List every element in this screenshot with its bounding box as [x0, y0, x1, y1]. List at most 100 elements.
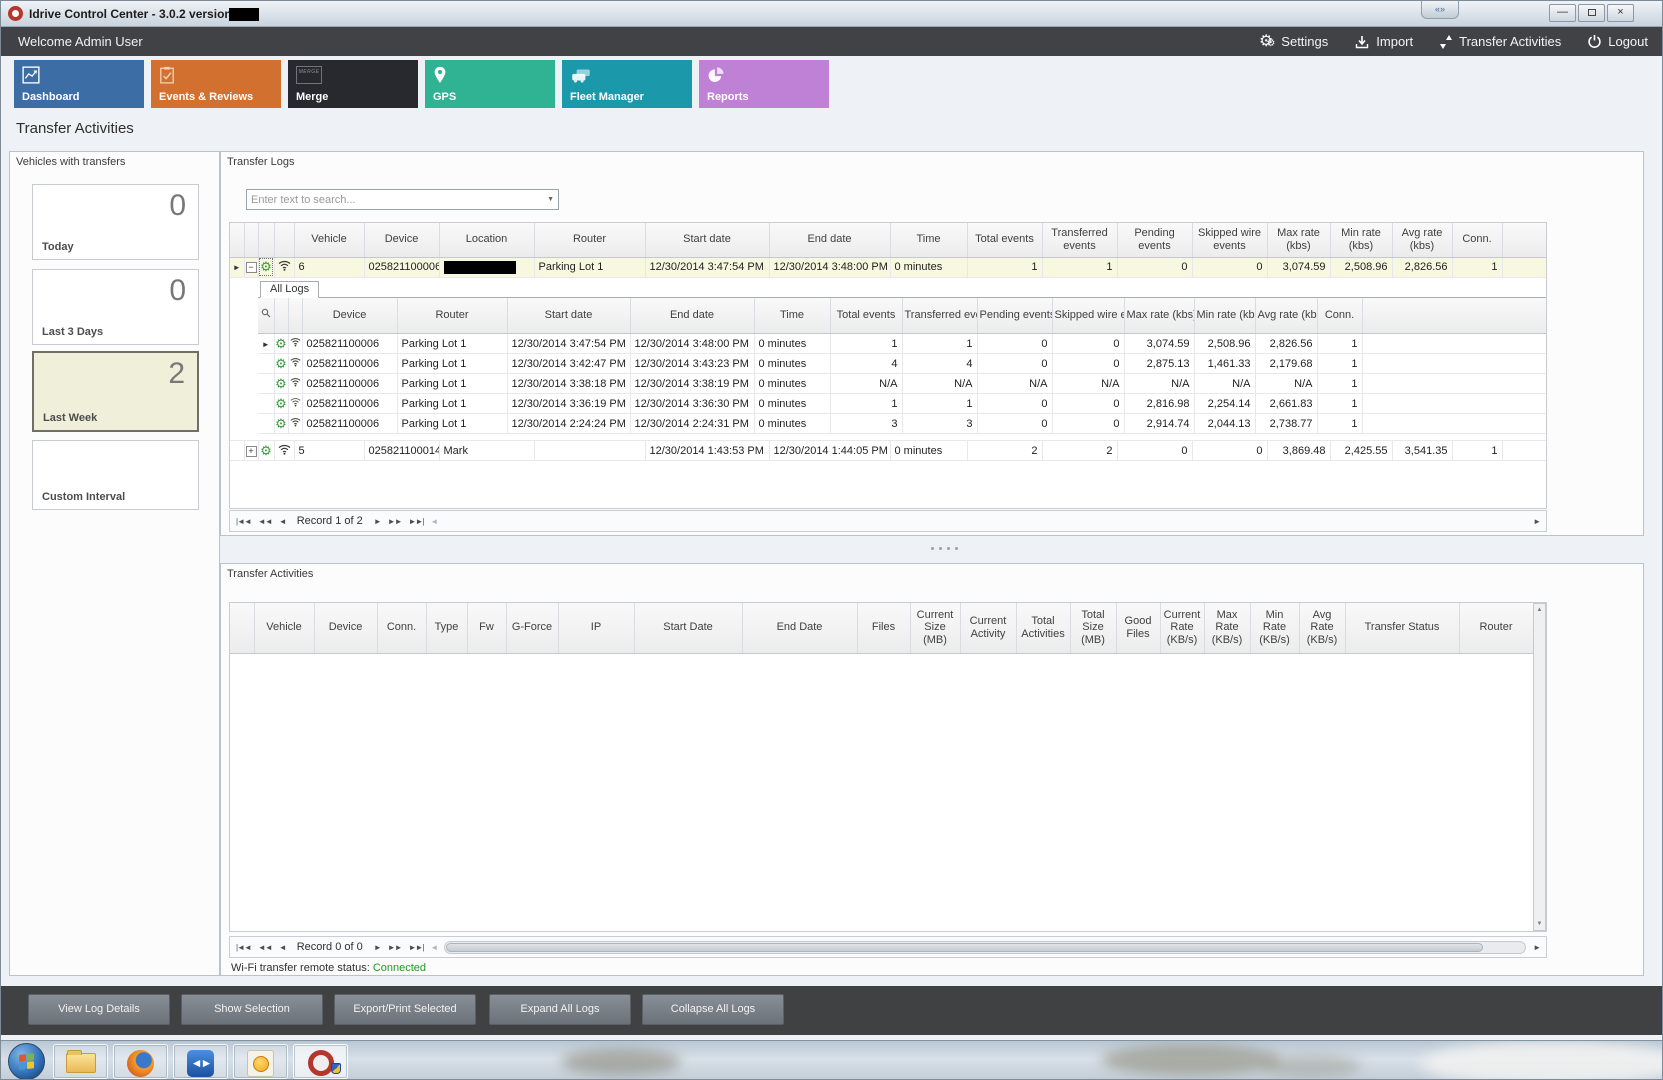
log-row-2[interactable]: + ⚙ 5 025821100014 Mark 12/30/2014 1:43:…: [230, 440, 1546, 461]
tab-gps[interactable]: GPS: [425, 60, 555, 108]
cell-total[interactable]: 3: [830, 413, 903, 434]
col-avg-rate[interactable]: Avg Rate (KB/s): [1299, 603, 1346, 654]
cell-device[interactable]: 025821100006: [302, 353, 398, 374]
detail-log-row[interactable]: ⚙ 025821100006 Parking Lot 1 12/30/2014 …: [258, 373, 1546, 394]
collapse-row-button[interactable]: −: [244, 257, 259, 278]
cell-pending[interactable]: 0: [977, 353, 1053, 374]
cell-min[interactable]: 2,425.55: [1330, 440, 1393, 461]
scroll-right-icon[interactable]: ►: [1533, 516, 1541, 526]
nav-last-icon[interactable]: ►►|: [408, 942, 425, 952]
detail-col-transferred[interactable]: Transferred events: [902, 297, 978, 334]
nav-prev-icon[interactable]: ◄: [278, 942, 287, 952]
cell-start[interactable]: 12/30/2014 2:24:24 PM: [507, 413, 631, 434]
cell-start[interactable]: 12/30/2014 3:36:19 PM: [507, 393, 631, 414]
cell-total[interactable]: 2: [967, 440, 1043, 461]
col-total-events[interactable]: Total events: [967, 223, 1043, 258]
col-gforce[interactable]: G-Force: [506, 603, 559, 654]
nav-prev-page-icon[interactable]: ◄◄: [257, 516, 273, 526]
cell-vehicle[interactable]: 6: [294, 257, 365, 278]
col-current-rate[interactable]: Current Rate (KB/s): [1160, 603, 1205, 654]
cell-avg[interactable]: 2,826.56: [1392, 257, 1453, 278]
activities-vertical-scrollbar[interactable]: ▲ ▼: [1533, 603, 1546, 931]
show-selection-button[interactable]: Show Selection: [181, 994, 323, 1025]
cell-conn[interactable]: 1: [1317, 413, 1363, 434]
nav-next-icon[interactable]: ►: [373, 942, 382, 952]
cell-time[interactable]: 0 minutes: [754, 413, 831, 434]
cell-total[interactable]: N/A: [830, 373, 903, 394]
tab-merge[interactable]: MERGE Merge: [288, 60, 418, 108]
cell-conn[interactable]: 1: [1317, 393, 1363, 414]
cell-min[interactable]: 2,508.96: [1194, 333, 1256, 354]
col-ip[interactable]: IP: [558, 603, 635, 654]
cell-router[interactable]: Parking Lot 1: [397, 353, 508, 374]
col-end-date[interactable]: End Date: [742, 603, 858, 654]
cell-device[interactable]: 025821100006: [302, 333, 398, 354]
cell-transferred[interactable]: 1: [902, 393, 978, 414]
detail-col-router[interactable]: Router: [397, 297, 508, 334]
nav-last-icon[interactable]: ►►|: [408, 516, 425, 526]
cell-conn[interactable]: 1: [1317, 373, 1363, 394]
import-button[interactable]: Import: [1354, 34, 1413, 50]
card-today[interactable]: 0 Today: [32, 184, 199, 260]
tab-reports[interactable]: Reports: [699, 60, 829, 108]
col-vehicle[interactable]: Vehicle: [294, 223, 365, 258]
taskbar-firefox[interactable]: [113, 1044, 168, 1079]
scroll-right-icon[interactable]: ►: [1533, 942, 1541, 952]
detail-col-skipped[interactable]: Skipped wire events: [1052, 297, 1125, 334]
cell-device[interactable]: 025821100006: [302, 413, 398, 434]
col-transfer-status[interactable]: Transfer Status: [1345, 603, 1460, 654]
col-location[interactable]: Location: [439, 223, 535, 258]
cell-max[interactable]: 3,074.59: [1267, 257, 1331, 278]
card-custom-interval[interactable]: Custom Interval: [32, 440, 199, 510]
detail-log-row[interactable]: ⚙ 025821100006 Parking Lot 1 12/30/2014 …: [258, 413, 1546, 434]
cell-conn[interactable]: 1: [1317, 353, 1363, 374]
col-time[interactable]: Time: [890, 223, 968, 258]
col-device[interactable]: Device: [314, 603, 378, 654]
cell-router[interactable]: Parking Lot 1: [397, 373, 508, 394]
detail-log-row[interactable]: ⚙ 025821100006 Parking Lot 1 12/30/2014 …: [258, 353, 1546, 374]
cell-pending[interactable]: 0: [1117, 257, 1193, 278]
cell-max[interactable]: 2,914.74: [1124, 413, 1195, 434]
col-min-rate[interactable]: Min Rate (KB/s): [1250, 603, 1300, 654]
horizontal-scrollbar-thumb[interactable]: [446, 942, 1483, 952]
col-conn[interactable]: Conn.: [377, 603, 427, 654]
nav-next-icon[interactable]: ►: [373, 516, 382, 526]
cell-transferred[interactable]: 1: [902, 333, 978, 354]
detail-search-icon[interactable]: [258, 297, 275, 334]
cell-end[interactable]: 12/30/2014 3:48:00 PM: [769, 257, 891, 278]
cell-skipped[interactable]: 0: [1052, 413, 1125, 434]
transfer-activities-button[interactable]: Transfer Activities: [1439, 34, 1561, 50]
cell-pending[interactable]: 0: [977, 393, 1053, 414]
nav-next-page-icon[interactable]: ►►: [387, 516, 403, 526]
panel-splitter[interactable]: [220, 541, 1644, 555]
nav-prev-page-icon[interactable]: ◄◄: [257, 942, 273, 952]
cell-start[interactable]: 12/30/2014 3:42:47 PM: [507, 353, 631, 374]
col-max-rate[interactable]: Max rate (kbs): [1267, 223, 1331, 258]
cell-location[interactable]: [439, 257, 535, 278]
nav-next-page-icon[interactable]: ►►: [387, 942, 403, 952]
nav-first-icon[interactable]: |◄◄: [236, 516, 252, 526]
detail-col-min[interactable]: Min rate (kbs): [1194, 297, 1256, 334]
cell-transferred[interactable]: 4: [902, 353, 978, 374]
cell-router[interactable]: Parking Lot 1: [397, 393, 508, 414]
gear-icon[interactable]: ⚙: [274, 353, 289, 374]
search-input[interactable]: [247, 190, 539, 209]
col-router[interactable]: Router: [534, 223, 646, 258]
cell-end[interactable]: 12/30/2014 3:43:23 PM: [630, 353, 755, 374]
col-good-files[interactable]: Good Files: [1116, 603, 1161, 654]
cell-avg[interactable]: 2,661.83: [1255, 393, 1318, 414]
cell-device[interactable]: 025821100006: [302, 393, 398, 414]
col-min-rate[interactable]: Min rate (kbs): [1330, 223, 1393, 258]
cell-device[interactable]: 025821100014: [364, 440, 440, 461]
col-router[interactable]: Router: [1459, 603, 1534, 654]
logout-button[interactable]: Logout: [1587, 34, 1648, 49]
taskbar-idrive[interactable]: [293, 1044, 348, 1079]
col-vehicle[interactable]: Vehicle: [254, 603, 315, 654]
cell-time[interactable]: 0 minutes: [754, 393, 831, 414]
expand-all-logs-button[interactable]: Expand All Logs: [489, 994, 631, 1025]
detail-col-conn[interactable]: Conn.: [1317, 297, 1363, 334]
start-button[interactable]: [8, 1043, 45, 1079]
col-pending-events[interactable]: Pending events: [1117, 223, 1193, 258]
detail-col-end[interactable]: End date: [630, 297, 755, 334]
cell-max[interactable]: 3,869.48: [1267, 440, 1331, 461]
